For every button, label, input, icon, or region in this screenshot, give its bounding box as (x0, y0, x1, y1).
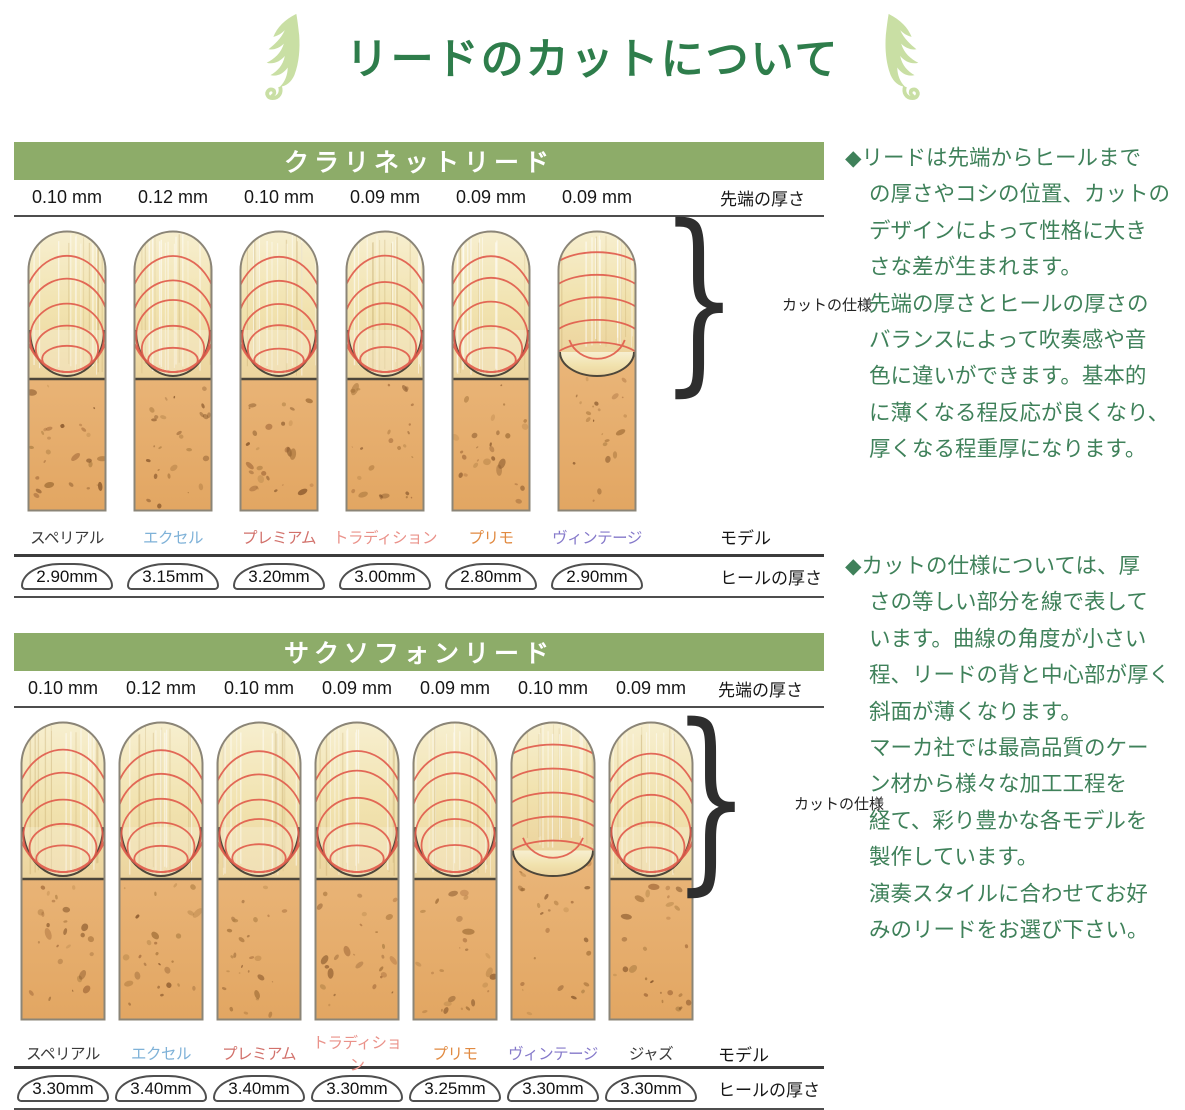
tip-row-label: 先端の厚さ (720, 190, 805, 209)
page-header: リードのカットについて (0, 12, 1185, 100)
heel-row-label: ヒールの厚さ (720, 569, 822, 588)
model-name: プリモ (468, 529, 514, 547)
heel-row-label: ヒールの厚さ (718, 1081, 820, 1100)
model-row-label: モデル (718, 1045, 769, 1065)
tip-thickness-value: 0.12 mm (125, 678, 197, 698)
heel-thickness-badge: 3.20mm (233, 563, 325, 590)
reed-figure (438, 217, 544, 519)
saxophone-section: サクソフォンリード 0.10 mm 0.12 mm 0.10 mm 0.09 mm 0.… (14, 633, 884, 1110)
heel-thickness-badge: 2.90mm (21, 563, 113, 590)
saxophone-section-heading: サクソフォンリード (14, 633, 824, 671)
heel-cell: 3.40mm (210, 1075, 308, 1102)
clarinet-section-heading: クラリネットリード (14, 142, 824, 180)
heel-cell: 3.00mm (332, 563, 438, 590)
reed-figure (406, 708, 504, 1031)
tip-thickness-value: 0.10 mm (31, 187, 103, 207)
model-row-label: モデル (720, 529, 771, 548)
tip-thickness-value: 0.09 mm (419, 678, 491, 698)
reed-figure (210, 708, 308, 1031)
heel-thickness-badge: 3.30mm (311, 1075, 403, 1102)
model-name: トラディション (333, 529, 437, 547)
heel-cell: 3.40mm (112, 1075, 210, 1102)
clarinet-section: クラリネットリード 0.10 mm 0.12 mm 0.10 mm 0.09 mm 0.… (14, 142, 872, 598)
cut-spec-label: カットの仕様 (781, 296, 872, 314)
tip-row-label: 先端の厚さ (718, 681, 803, 700)
reed-figure (14, 217, 120, 519)
heel-thickness-badge: 3.40mm (213, 1075, 305, 1102)
model-row: スペリアル エクセル プレミアム トラディション プリモ ヴィンテージ ジャズ モデル (14, 1031, 824, 1074)
cut-spec-callout: } カットの仕様 (660, 183, 872, 414)
tip-thickness-value: 0.09 mm (615, 678, 687, 698)
heel-thickness-badge: 2.90mm (551, 563, 643, 590)
reed-figure (332, 217, 438, 519)
reed-figure (226, 217, 332, 519)
leaf-flourish-icon (885, 13, 921, 100)
curly-brace-icon: } (672, 682, 751, 913)
heel-cell: 3.20mm (226, 563, 332, 590)
model-name: スペリアル (26, 1046, 100, 1063)
heel-thickness-badge: 3.30mm (507, 1075, 599, 1102)
heel-thickness-badge: 3.30mm (17, 1075, 109, 1102)
tip-thickness-value: 0.09 mm (455, 187, 527, 207)
tip-thickness-value: 0.09 mm (321, 678, 393, 698)
reed-figure (14, 708, 112, 1031)
heel-cell: 3.25mm (406, 1075, 504, 1102)
reed-figure (544, 217, 650, 519)
heel-cell: 2.80mm (438, 563, 544, 590)
page-title: リードのカットについて (345, 36, 840, 84)
tip-thickness-value: 0.12 mm (137, 187, 209, 207)
cut-spec-callout: } カットの仕様 (672, 682, 884, 913)
heel-thickness-badge: 3.00mm (339, 563, 431, 590)
tip-thickness-value: 0.09 mm (561, 187, 633, 207)
tip-thickness-row: 0.10 mm 0.12 mm 0.10 mm 0.09 mm 0.09 mm 0.09 … (14, 180, 824, 217)
reed-figures-row: } カットの仕様 (14, 200, 872, 519)
reed-figures-row: } カットの仕様 (14, 699, 884, 1031)
heel-thickness-badge: 3.25mm (409, 1075, 501, 1102)
tip-thickness-value: 0.10 mm (243, 187, 315, 207)
note-cut-spec: ◆カットの仕様については、厚 さの等しい部分を線で表して います。曲線の角度が小… (845, 554, 1171, 943)
model-name: プリモ (432, 1046, 478, 1063)
tip-thickness-value: 0.09 mm (349, 187, 421, 207)
model-name: エクセル (142, 529, 204, 547)
model-name: ヴィンテージ (552, 529, 642, 547)
reed-figure (112, 708, 210, 1031)
model-name: ジャズ (628, 1046, 674, 1063)
model-name: プレミアム (242, 529, 316, 547)
reed-figure (308, 708, 406, 1031)
curly-brace-icon: } (660, 183, 739, 414)
tip-thickness-row: 0.10 mm 0.12 mm 0.10 mm 0.09 mm 0.09 mm 0.10 … (14, 671, 824, 708)
heel-thickness-badge: 3.30mm (605, 1075, 697, 1102)
heel-thickness-badge: 2.80mm (445, 563, 537, 590)
notes-column: ◆リードは先端からヒールまで の厚さやコシの位置、カットの デザインによって性格… (845, 140, 1185, 1080)
note-reed-thickness: ◆リードは先端からヒールまで の厚さやコシの位置、カットの デザインによって性格… (845, 146, 1171, 462)
heel-cell: 3.30mm (14, 1075, 112, 1102)
heel-cell: 3.30mm (504, 1075, 602, 1102)
heel-cell: 3.15mm (120, 563, 226, 590)
heel-thickness-badge: 3.15mm (127, 563, 219, 590)
leaf-flourish-icon (264, 13, 300, 100)
heel-cell: 3.30mm (602, 1075, 700, 1102)
heel-cell: 2.90mm (14, 563, 120, 590)
tip-thickness-value: 0.10 mm (517, 678, 589, 698)
reed-figure (120, 217, 226, 519)
heel-cell: 2.90mm (544, 563, 650, 590)
heel-thickness-row: 3.30mm 3.40mm 3.40mm 3.30mm 3.25mm 3.30mm 3.30… (14, 1069, 824, 1110)
model-name: トラディション (312, 1035, 402, 1074)
model-name: エクセル (130, 1046, 192, 1063)
reed-figure (504, 708, 602, 1031)
model-name: プレミアム (222, 1046, 296, 1063)
model-name: スペリアル (30, 529, 104, 547)
cut-spec-label: カットの仕様 (793, 795, 884, 813)
heel-thickness-row: 2.90mm 3.15mm 3.20mm 3.00mm 2.80mm 2.90mm ヒールの… (14, 557, 824, 598)
reed-figure (602, 708, 700, 1031)
model-name: ヴィンテージ (508, 1046, 598, 1063)
tip-thickness-value: 0.10 mm (223, 678, 295, 698)
heel-cell: 3.30mm (308, 1075, 406, 1102)
tip-thickness-value: 0.10 mm (27, 678, 99, 698)
reed-tables: クラリネットリード 0.10 mm 0.12 mm 0.10 mm 0.09 mm 0.… (14, 142, 884, 1110)
heel-thickness-badge: 3.40mm (115, 1075, 207, 1102)
model-row: スペリアル エクセル プレミアム トラディション プリモ ヴィンテージ モデル (14, 519, 824, 557)
